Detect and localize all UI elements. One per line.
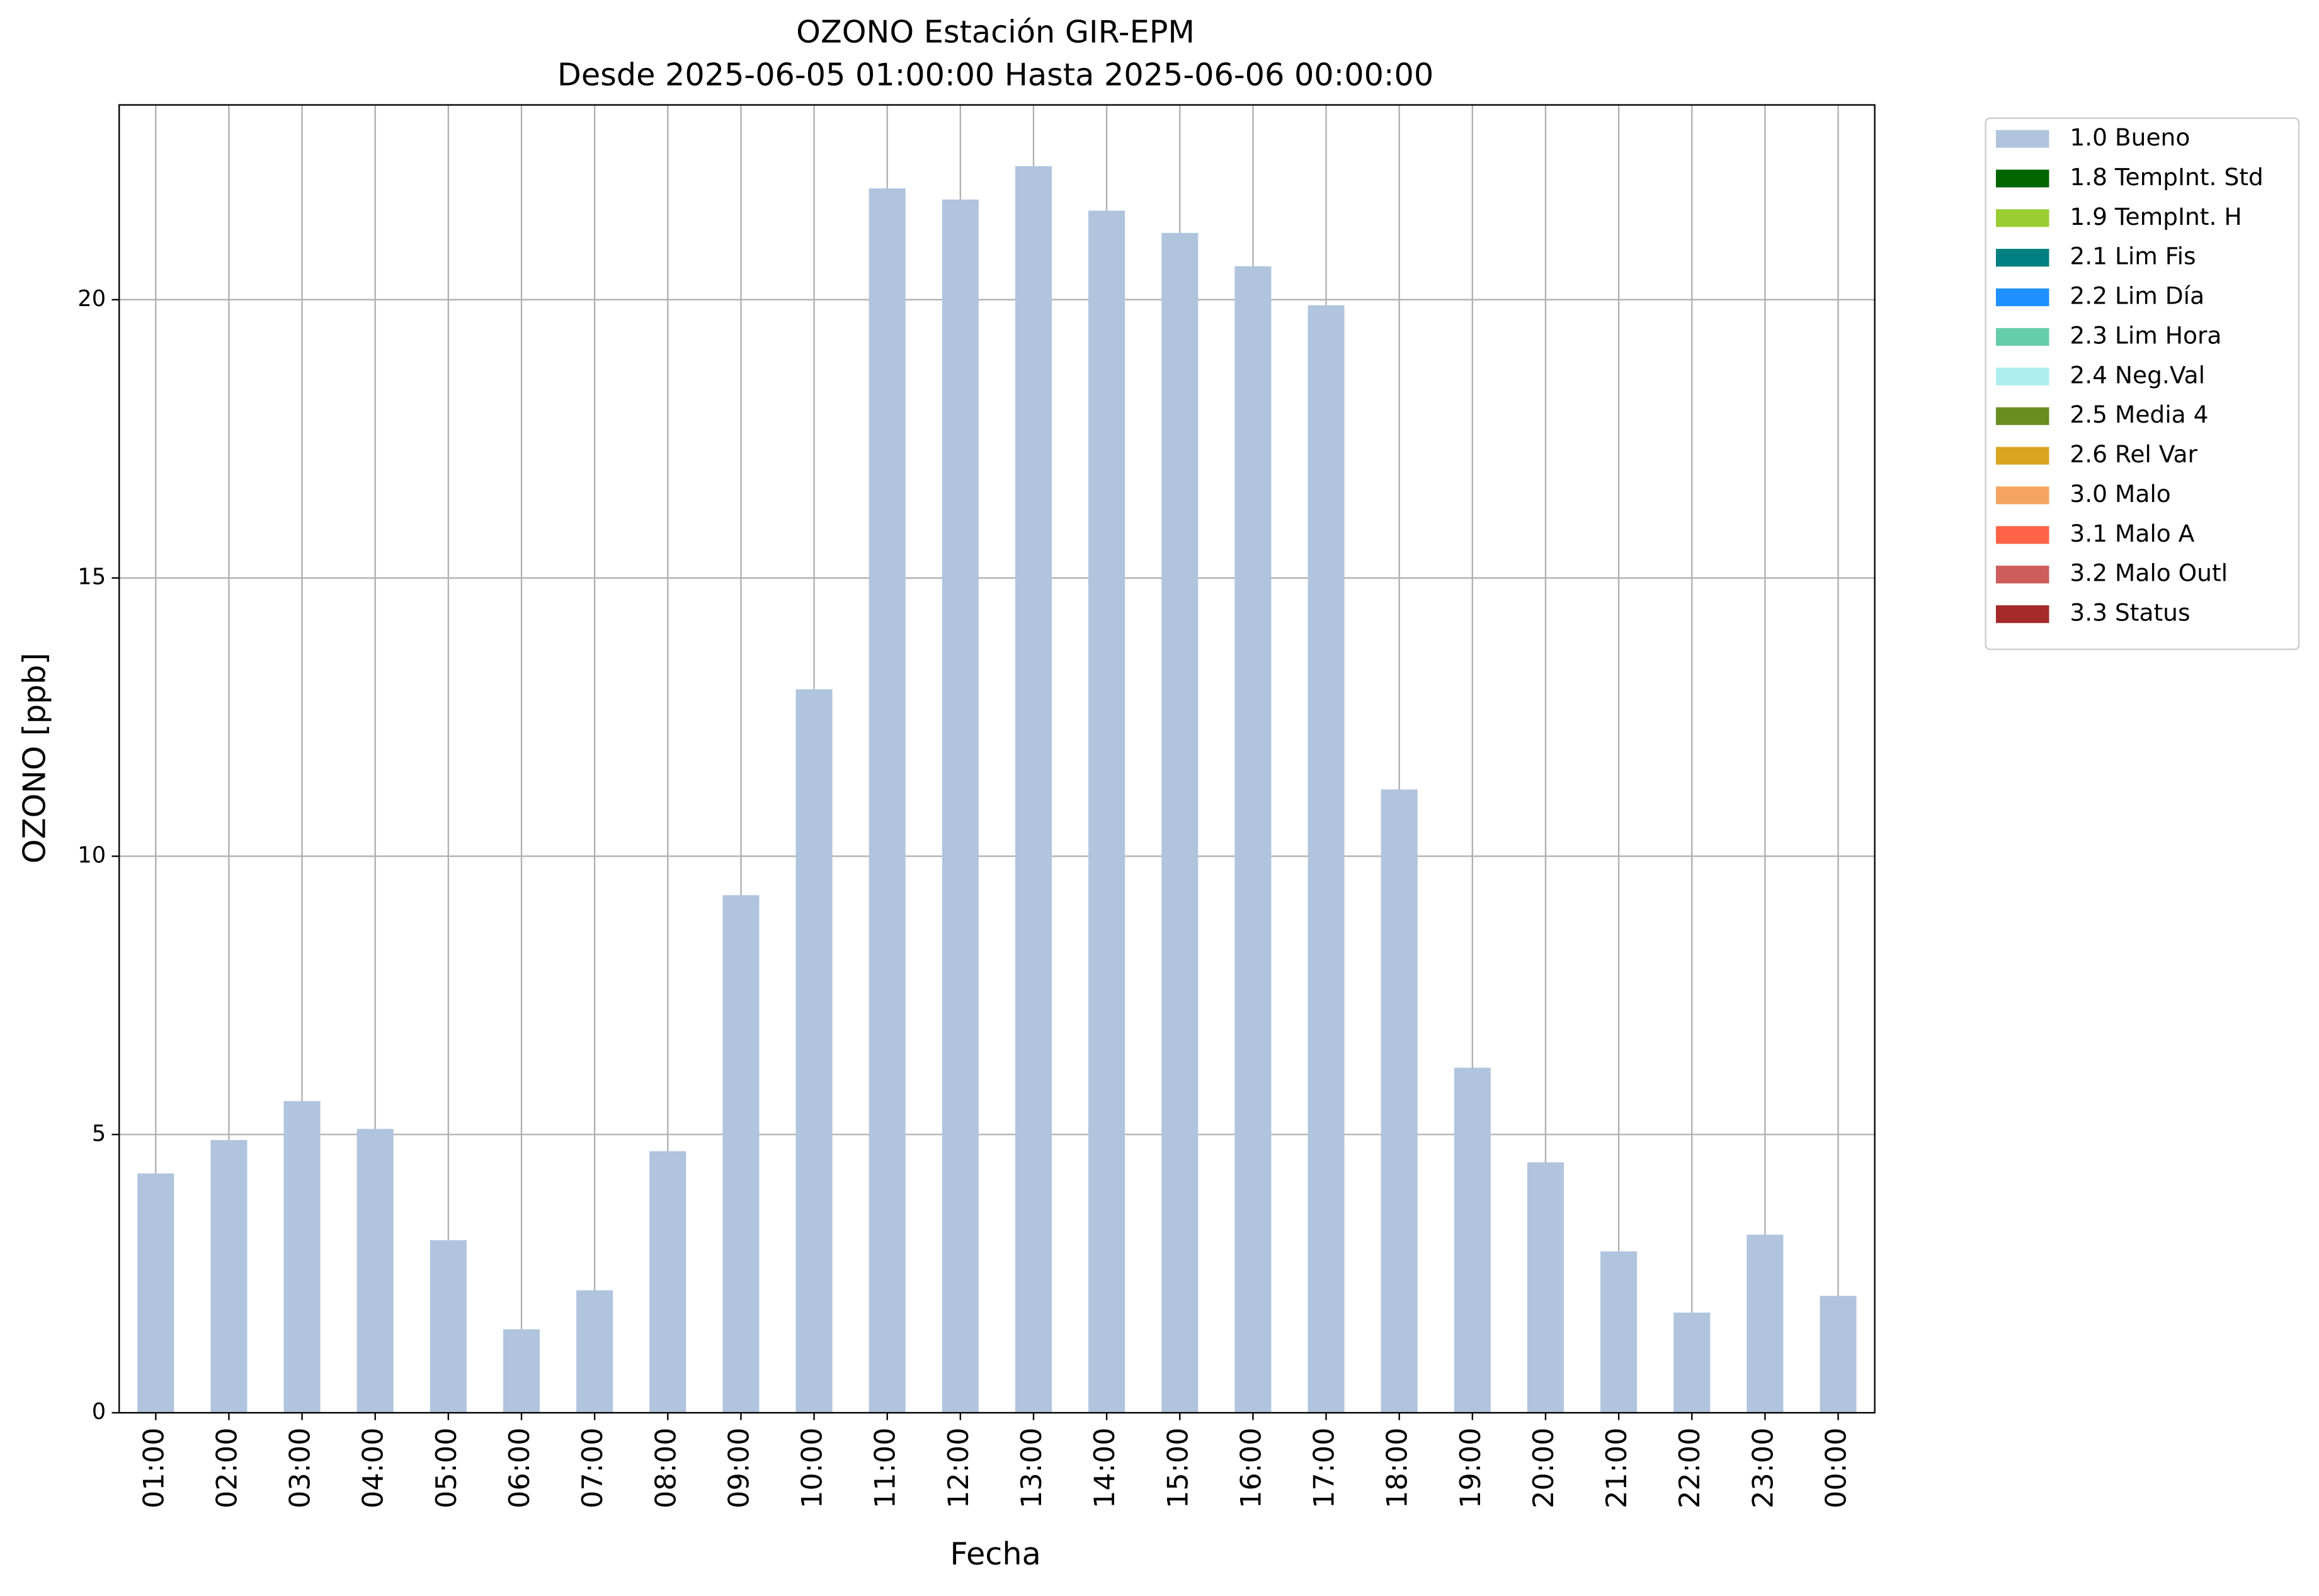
x-tick-label: 06:00 bbox=[503, 1428, 536, 1508]
x-tick-label: 15:00 bbox=[1161, 1428, 1194, 1508]
bar bbox=[1308, 305, 1345, 1413]
bar bbox=[1381, 789, 1418, 1413]
x-tick-label: 11:00 bbox=[869, 1428, 902, 1508]
x-tick-label: 13:00 bbox=[1015, 1428, 1048, 1508]
x-tick-label: 05:00 bbox=[430, 1428, 463, 1508]
legend-swatch bbox=[1996, 566, 2049, 584]
plot-frame bbox=[118, 104, 1876, 1414]
chart-title: OZONO Estación GIR-EPM bbox=[796, 13, 1195, 50]
bar bbox=[942, 199, 979, 1413]
x-tick-label: 01:00 bbox=[137, 1428, 170, 1508]
bar bbox=[1820, 1296, 1857, 1413]
x-tick-label: 18:00 bbox=[1381, 1428, 1414, 1508]
bar bbox=[137, 1173, 174, 1413]
legend-label: 3.3 Status bbox=[2070, 599, 2190, 627]
legend-swatch bbox=[1996, 447, 2049, 465]
bar bbox=[356, 1129, 394, 1413]
bar bbox=[649, 1151, 687, 1413]
x-tick-label: 19:00 bbox=[1454, 1428, 1487, 1508]
legend-swatch bbox=[1996, 209, 2049, 227]
bar bbox=[430, 1240, 467, 1413]
bar bbox=[1746, 1234, 1784, 1413]
bar bbox=[722, 895, 760, 1413]
bar bbox=[1673, 1313, 1711, 1413]
x-tick-label: 00:00 bbox=[1820, 1428, 1853, 1508]
bar bbox=[1454, 1068, 1491, 1413]
legend-label: 1.8 TempInt. Std bbox=[2070, 163, 2263, 191]
bar bbox=[795, 689, 833, 1413]
x-tick-label: 16:00 bbox=[1234, 1428, 1267, 1508]
x-tick-label: 12:00 bbox=[942, 1428, 975, 1508]
x-tick-label: 04:00 bbox=[357, 1428, 390, 1508]
legend-label: 2.5 Media 4 bbox=[2070, 401, 2208, 428]
bar bbox=[1015, 166, 1052, 1413]
legend-label: 1.0 Bueno bbox=[2070, 123, 2190, 151]
x-tick-label: 20:00 bbox=[1527, 1428, 1560, 1508]
bar bbox=[503, 1329, 540, 1413]
legend-swatch bbox=[1996, 367, 2049, 385]
y-tick-label: 10 bbox=[77, 842, 106, 868]
legend-label: 3.0 Malo bbox=[2070, 480, 2170, 508]
legend-swatch bbox=[1996, 526, 2049, 544]
bar bbox=[1234, 266, 1272, 1413]
legend-label: 2.3 Lim Hora bbox=[2070, 321, 2221, 349]
legend-swatch bbox=[1996, 328, 2049, 346]
legend-box bbox=[1985, 117, 2300, 651]
x-tick-label: 21:00 bbox=[1600, 1428, 1633, 1508]
x-tick-label: 22:00 bbox=[1673, 1428, 1706, 1508]
x-tick-label: 02:00 bbox=[210, 1428, 243, 1508]
bar bbox=[1088, 210, 1125, 1413]
bar bbox=[283, 1101, 321, 1413]
y-tick-label: 15 bbox=[77, 564, 106, 590]
legend-swatch bbox=[1996, 605, 2049, 624]
legend-swatch bbox=[1996, 169, 2049, 188]
x-tick-label: 10:00 bbox=[796, 1428, 829, 1508]
x-tick-label: 14:00 bbox=[1088, 1428, 1121, 1508]
bar bbox=[1161, 232, 1199, 1413]
bar bbox=[1527, 1162, 1564, 1413]
chart-subtitle: Desde 2025-06-05 01:00:00 Hasta 2025-06-… bbox=[557, 57, 1433, 93]
legend-swatch bbox=[1996, 288, 2049, 307]
bar bbox=[869, 188, 906, 1413]
x-tick-label: 08:00 bbox=[649, 1428, 682, 1508]
y-tick-label: 0 bbox=[92, 1399, 106, 1425]
legend-label: 2.2 Lim Día bbox=[2070, 282, 2204, 310]
bar bbox=[576, 1290, 613, 1413]
legend-label: 2.4 Neg.Val bbox=[2070, 361, 2205, 389]
legend-label: 2.6 Rel Var bbox=[2070, 440, 2197, 468]
legend-swatch bbox=[1996, 407, 2049, 425]
legend-label: 3.2 Malo Outl bbox=[2070, 559, 2228, 587]
bar bbox=[1600, 1251, 1638, 1413]
legend-label: 2.1 Lim Fis bbox=[2070, 242, 2196, 270]
bar bbox=[210, 1140, 248, 1413]
legend-swatch bbox=[1996, 486, 2049, 504]
x-tick-label: 23:00 bbox=[1746, 1428, 1779, 1508]
x-tick-label: 07:00 bbox=[576, 1428, 609, 1508]
legend-label: 1.9 TempInt. H bbox=[2070, 203, 2242, 231]
x-tick-label: 17:00 bbox=[1308, 1428, 1341, 1508]
legend-label: 3.1 Malo A bbox=[2070, 520, 2194, 547]
y-axis-label: OZONO [ppb] bbox=[16, 653, 52, 864]
y-tick-label: 5 bbox=[92, 1120, 106, 1146]
x-axis-label: Fecha bbox=[950, 1536, 1040, 1572]
x-tick-label: 09:00 bbox=[722, 1428, 755, 1508]
legend-swatch bbox=[1996, 249, 2049, 267]
x-tick-label: 03:00 bbox=[284, 1428, 317, 1508]
legend-swatch bbox=[1996, 130, 2049, 148]
y-tick-label: 20 bbox=[77, 286, 106, 312]
